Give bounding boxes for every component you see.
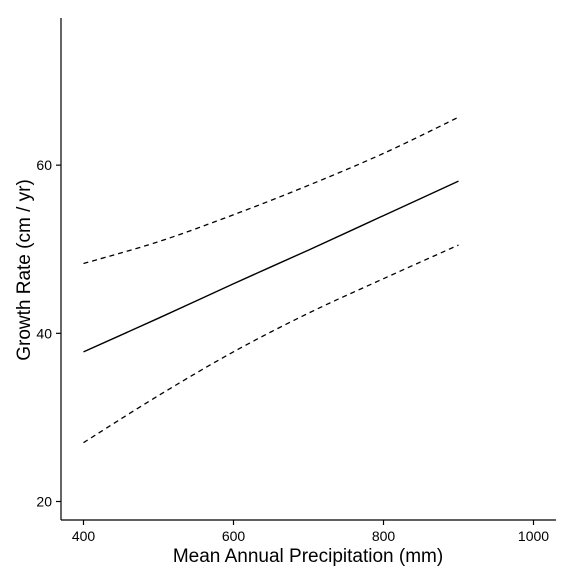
x-axis-ticks: 400 600 800 1000 [72,520,549,544]
y-tick-label: 60 [36,157,52,173]
x-tick-label: 400 [72,528,96,544]
y-axis-title: Growth Rate (cm / yr) [14,179,35,361]
lower-ci-line [83,244,459,444]
x-tick-label: 800 [372,528,396,544]
y-axis-ticks: 20 40 60 [36,157,61,510]
y-tick-label: 20 [36,494,52,510]
x-tick-label: 1000 [518,528,549,544]
x-tick-label: 600 [222,528,246,544]
x-axis-title: Mean Annual Precipitation (mm) [173,546,443,567]
upper-ci-line [83,116,459,265]
plot-area: 20 40 60 400 600 800 1000 [36,18,556,544]
y-tick-label: 40 [36,325,52,341]
series-layer [83,116,459,444]
fit-line [83,180,459,353]
